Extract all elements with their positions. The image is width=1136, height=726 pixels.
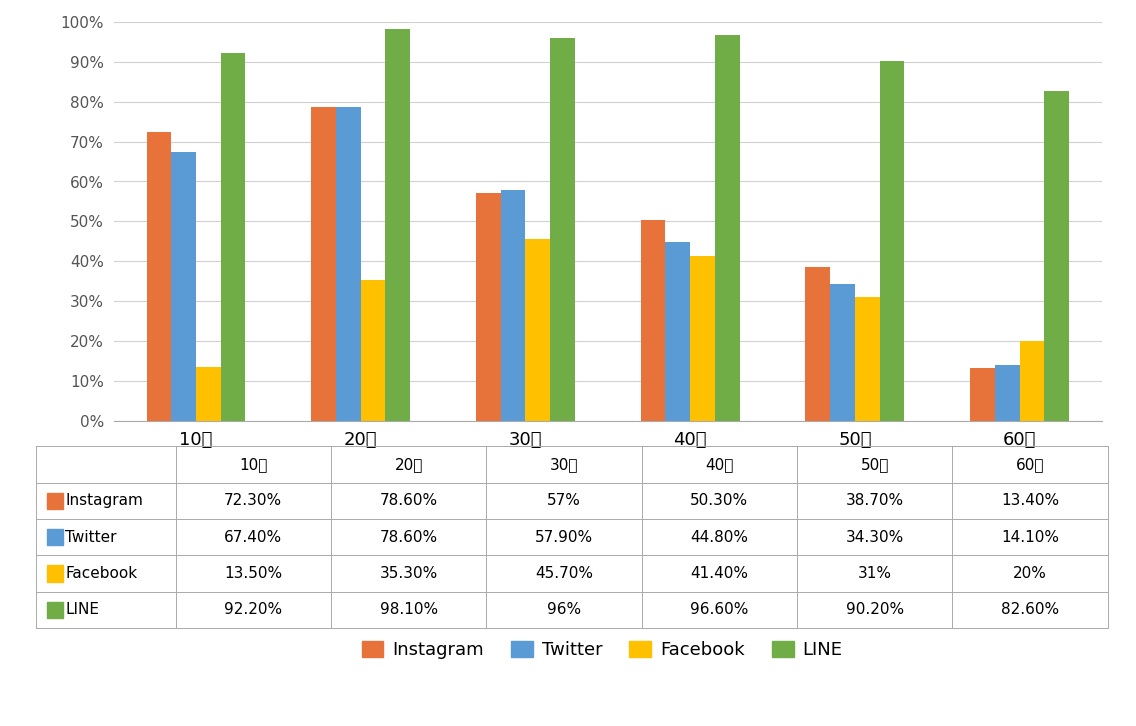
Text: 41.40%: 41.40%	[691, 566, 749, 581]
Bar	[172, 152, 197, 421]
Text: 10代: 10代	[239, 457, 267, 472]
Bar	[48, 566, 62, 582]
Bar	[525, 239, 550, 421]
Bar	[48, 529, 62, 545]
Text: 20代: 20代	[394, 457, 423, 472]
Text: 78.60%: 78.60%	[379, 494, 437, 508]
Text: 14.10%: 14.10%	[1001, 530, 1059, 544]
Bar	[220, 53, 245, 421]
Text: 45.70%: 45.70%	[535, 566, 593, 581]
Text: 57.90%: 57.90%	[535, 530, 593, 544]
Text: 57%: 57%	[548, 494, 580, 508]
Text: LINE: LINE	[66, 603, 99, 617]
Bar	[715, 36, 740, 421]
Text: 82.60%: 82.60%	[1001, 603, 1059, 617]
Bar	[641, 220, 666, 421]
Bar	[48, 602, 62, 618]
Bar	[311, 107, 336, 421]
Bar	[995, 364, 1020, 421]
Bar	[361, 280, 385, 421]
Text: 40代: 40代	[705, 457, 734, 472]
Text: 31%: 31%	[858, 566, 892, 581]
Bar	[1020, 341, 1044, 421]
Text: 44.80%: 44.80%	[691, 530, 749, 544]
Text: 50代: 50代	[860, 457, 888, 472]
Text: 34.30%: 34.30%	[845, 530, 904, 544]
Text: 96%: 96%	[546, 603, 580, 617]
Text: 38.70%: 38.70%	[845, 494, 903, 508]
Text: 35.30%: 35.30%	[379, 566, 437, 581]
Bar	[476, 193, 501, 421]
Text: 30代: 30代	[550, 457, 578, 472]
Bar	[197, 367, 220, 421]
Bar	[805, 266, 830, 421]
Bar	[147, 132, 172, 421]
Bar	[1044, 91, 1069, 421]
Bar	[48, 493, 62, 509]
Legend: Instagram, Twitter, Facebook, LINE: Instagram, Twitter, Facebook, LINE	[354, 634, 850, 666]
Text: 96.60%: 96.60%	[690, 603, 749, 617]
Bar	[855, 298, 879, 421]
Bar	[666, 242, 690, 421]
Text: 98.10%: 98.10%	[379, 603, 437, 617]
Text: 20%: 20%	[1013, 566, 1047, 581]
Bar	[550, 38, 575, 421]
Bar	[970, 367, 995, 421]
Bar	[501, 190, 525, 421]
Bar	[830, 284, 854, 421]
Bar	[385, 29, 410, 421]
Text: 92.20%: 92.20%	[224, 603, 283, 617]
Bar	[879, 61, 904, 421]
Bar	[691, 256, 715, 421]
Text: 90.20%: 90.20%	[845, 603, 903, 617]
Text: 13.40%: 13.40%	[1001, 494, 1059, 508]
Text: 78.60%: 78.60%	[379, 530, 437, 544]
Text: 13.50%: 13.50%	[224, 566, 283, 581]
Text: Facebook: Facebook	[66, 566, 137, 581]
Text: 50.30%: 50.30%	[691, 494, 749, 508]
Text: 60代: 60代	[1016, 457, 1044, 472]
Text: 72.30%: 72.30%	[224, 494, 283, 508]
Text: Instagram: Instagram	[66, 494, 143, 508]
Bar	[336, 107, 360, 421]
Text: Twitter: Twitter	[66, 530, 117, 544]
Text: 67.40%: 67.40%	[224, 530, 283, 544]
